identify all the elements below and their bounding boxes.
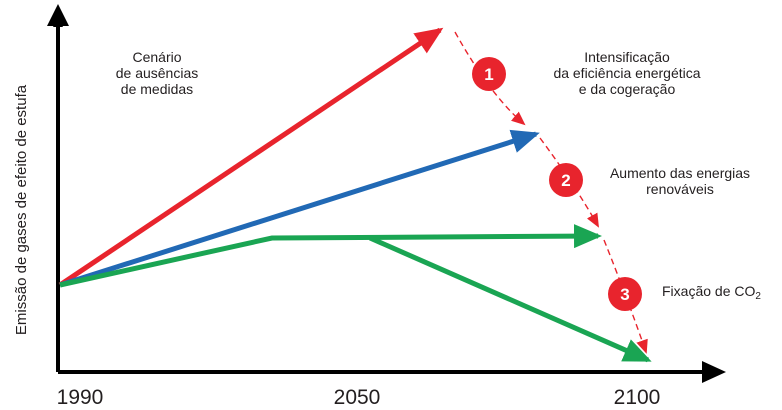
step-2-number: 2 xyxy=(561,171,570,190)
scenario-label-line-2: de ausências xyxy=(116,65,199,81)
path-renewables xyxy=(59,224,602,288)
scenario-label: Cenário de ausências de medidas xyxy=(116,49,199,97)
step-1-number: 1 xyxy=(484,65,493,84)
step-badge-3: 3 xyxy=(608,277,642,311)
step-2-label: Aumento das energias renováveis xyxy=(610,165,750,197)
path-efficiency xyxy=(59,129,540,288)
y-axis-arrowhead xyxy=(47,4,69,26)
x-axis-arrowhead xyxy=(702,361,726,383)
scenario-label-line-3: de medidas xyxy=(121,81,193,97)
path-co2-fixation xyxy=(368,235,652,363)
y-axis-label: Emissão de gases de efeito de estufa xyxy=(13,84,30,335)
step-2-label-line-2: renováveis xyxy=(646,181,714,197)
step-3-number: 3 xyxy=(620,285,629,304)
step-3-label: Fixação de CO2 xyxy=(662,283,761,302)
x-tick-2050: 2050 xyxy=(334,386,381,409)
step-3-label-text: Fixação de CO xyxy=(662,283,755,299)
x-tick-1990: 1990 xyxy=(57,386,104,409)
step-1-label-line-3: e da cogeração xyxy=(579,81,676,97)
step-1-label-line-2: da eficiência energética xyxy=(553,65,700,81)
step-badge-2: 2 xyxy=(549,163,583,197)
step-2-label-line-1: Aumento das energias xyxy=(610,165,750,181)
path-no-measures xyxy=(58,27,444,288)
step-1-label: Intensificação da eficiência energética … xyxy=(553,49,700,97)
scenario-label-line-1: Cenário xyxy=(132,49,181,65)
step-1-label-line-1: Intensificação xyxy=(584,49,670,65)
step-badge-1: 1 xyxy=(472,57,506,91)
step-3-label-subscript: 2 xyxy=(755,291,761,302)
x-tick-2100: 2100 xyxy=(614,386,661,409)
